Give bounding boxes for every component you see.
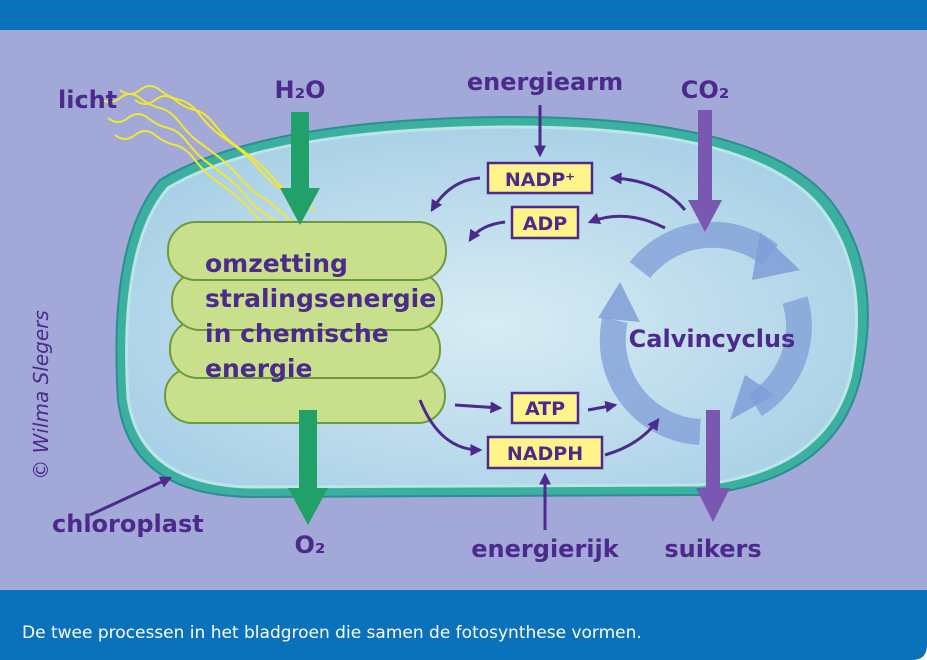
box-label: ADP [523,213,567,235]
label: energiearm [467,68,623,96]
label: chloroplast [52,510,204,538]
thylakoid-text: energie [205,354,312,383]
box-label: NADP⁺ [505,169,575,191]
label: O₂ [295,531,326,559]
caption: De twee processen in het bladgroen die s… [22,623,642,643]
label: CO₂ [681,76,730,104]
diagram: De twee processen in het bladgroen die s… [0,0,927,660]
label: energierijk [471,535,619,563]
label: H₂O [275,76,326,104]
box-label: NADPH [507,443,583,465]
thylakoid-text: in chemische [205,319,389,348]
top-bar [0,0,927,30]
thylakoid-text: stralingsenergie [205,284,436,313]
label: suikers [664,535,761,563]
label: licht [58,86,117,114]
thylakoid-text: omzetting [205,249,348,278]
box-label: ATP [525,398,565,420]
cycle-label: Calvincyclus [629,325,796,353]
credit: © Wilma Slegers [29,310,53,480]
